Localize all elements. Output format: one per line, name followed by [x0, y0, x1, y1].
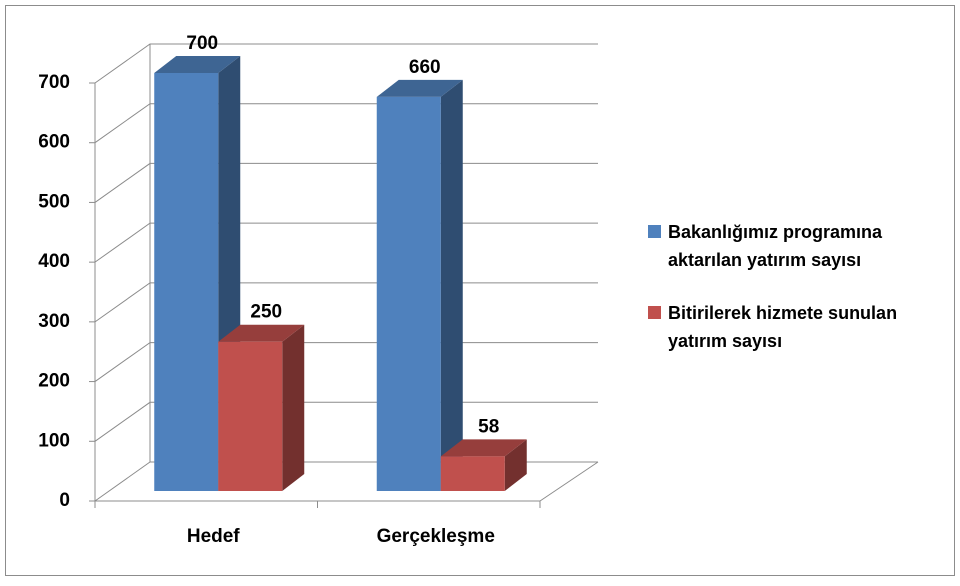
- data-label: 58: [478, 416, 499, 437]
- legend-swatch: [648, 306, 661, 319]
- bar: [440, 439, 527, 491]
- bar: [376, 79, 463, 491]
- data-label: 250: [250, 302, 282, 323]
- bar-top: [440, 439, 527, 457]
- bar-top: [376, 79, 463, 97]
- bar-side: [282, 324, 305, 491]
- y-tick-label: 500: [38, 191, 70, 212]
- bar-side: [440, 79, 463, 491]
- legend-item: Bakanlığımız programına aktarılan yatırı…: [648, 218, 948, 274]
- bar-side: [504, 439, 527, 491]
- floor-edge: [539, 461, 599, 502]
- x-tick-label: Gerçekleşme: [377, 526, 495, 547]
- bar-front: [218, 341, 283, 491]
- y-tick-label: 100: [38, 430, 70, 451]
- bar-front: [376, 96, 441, 491]
- bar: [218, 324, 305, 491]
- x-tick-label: Hedef: [187, 526, 240, 547]
- y-tick-label: 600: [38, 132, 70, 153]
- bar-top: [154, 56, 241, 73]
- data-label: 660: [409, 57, 441, 78]
- bar-front: [154, 73, 219, 491]
- legend-item: Bitirilerek hizmete sunulan yatırım sayı…: [648, 299, 948, 355]
- legend-swatch: [648, 225, 661, 238]
- y-tick-label: 300: [38, 311, 70, 332]
- y-tick-label: 0: [59, 490, 70, 511]
- y-tick-label: 700: [38, 72, 70, 93]
- bar-front: [440, 456, 505, 491]
- legend-label: Bakanlığımız programına aktarılan yatırı…: [668, 222, 883, 270]
- legend-label: Bitirilerek hizmete sunulan yatırım sayı…: [668, 303, 898, 351]
- data-label: 700: [186, 33, 218, 54]
- y-tick-label: 400: [38, 251, 70, 272]
- y-tick-label: 200: [38, 371, 70, 392]
- grid-line: [94, 43, 598, 84]
- bar-top: [218, 324, 305, 342]
